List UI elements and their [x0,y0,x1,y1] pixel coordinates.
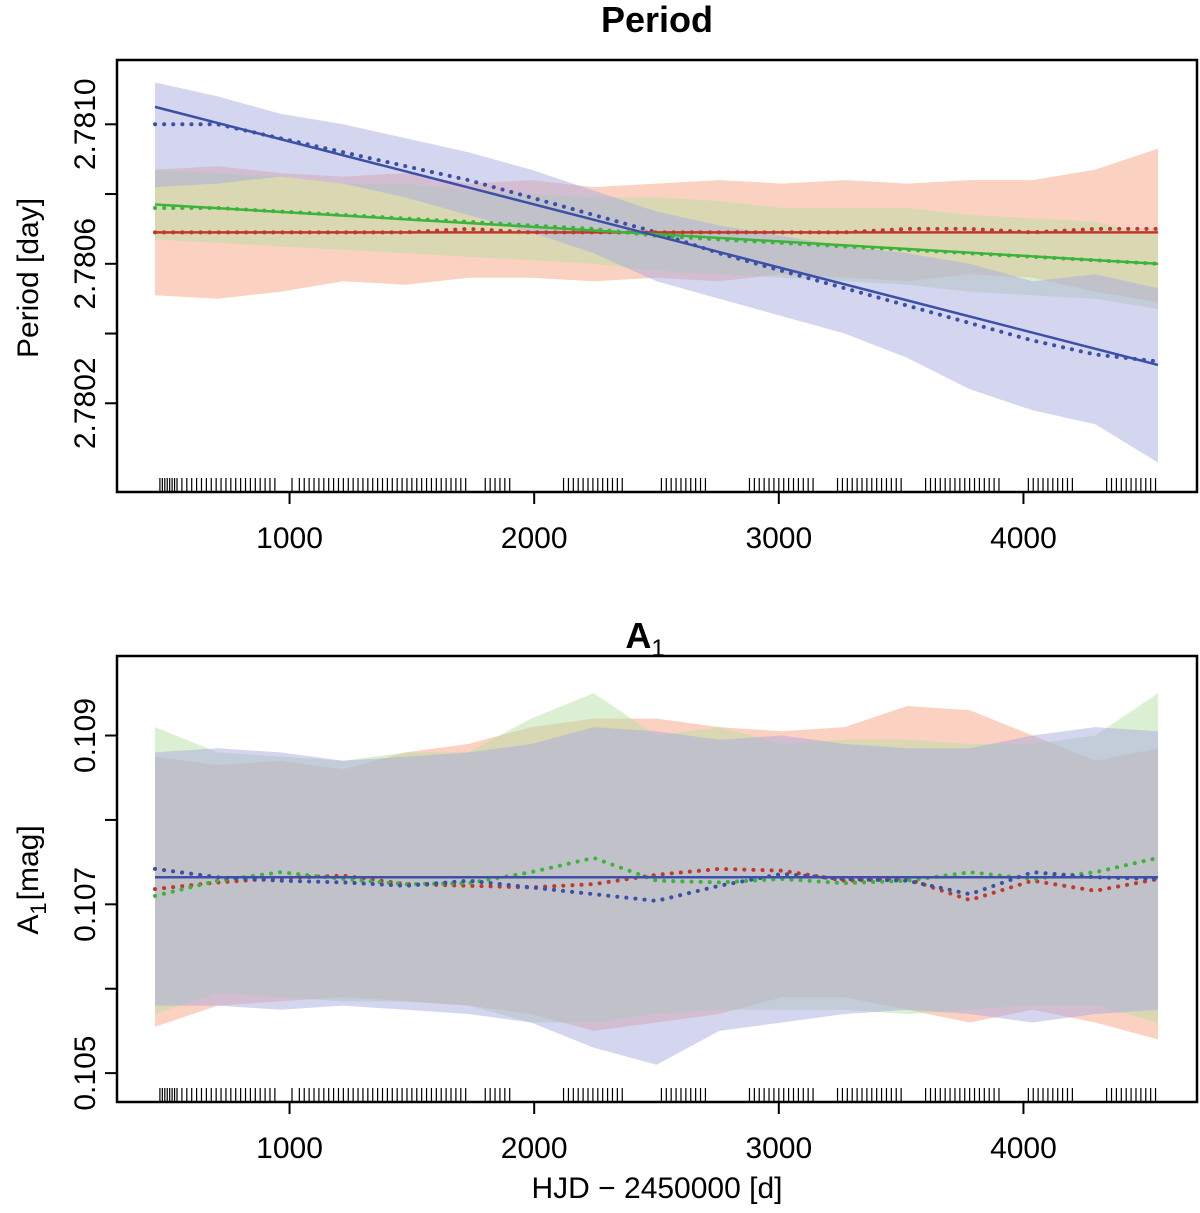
amplitude-title-subscript: 1 [651,635,664,662]
amplitude-x-tick-label: 3000 [745,1132,812,1165]
amplitude-plot-frame [115,654,1199,1104]
amplitude-rug [159,1088,1157,1101]
period-y-tick-label: 2.7802 [69,357,102,449]
period-fit-green [154,203,1159,266]
amplitude-y-label-main: A [12,915,45,935]
amplitude-x-tick-label: 4000 [990,1132,1057,1165]
period-lines [153,105,1160,367]
amplitude-y-tick-label: 0.107 [69,867,102,942]
period-x-tick-label: 2000 [501,522,568,555]
period-band-blue [155,82,1158,463]
amplitude-dotted-green [153,855,1160,898]
amplitude-y-tick-label: 0.105 [69,1036,102,1111]
amplitude-lines [153,855,1160,903]
amplitude-y-label-subscript: 1 [26,902,51,914]
period-y-axis: 2.7802 2.7806 2.7810 [69,78,117,449]
period-title: Period [601,0,713,40]
amplitude-x-tick-label: 1000 [256,1132,323,1165]
amplitude-title-main: A [625,615,651,656]
amplitude-y-tick-label: 0.109 [69,698,102,773]
period-bands [155,82,1158,463]
amplitude-bands [155,693,1158,1065]
amplitude-y-label-unit: [mag] [12,825,45,900]
period-x-tick-label: 3000 [745,522,812,555]
period-rug [159,478,1157,491]
amplitude-x-axis: 1000 2000 3000 4000 [256,1102,1057,1165]
amplitude-y-label: A1 [mag] [12,825,51,934]
amplitude-x-label: HJD − 2450000 [d] [531,1172,782,1205]
period-plot-frame [115,58,1199,494]
amplitude-x-tick-label: 2000 [501,1132,568,1165]
period-y-tick-label: 2.7810 [69,78,102,170]
amplitude-band-blue [155,727,1158,1065]
period-x-tick-label: 4000 [990,522,1057,555]
period-dotted-blue [153,122,1160,364]
period-y-tick-label: 2.7806 [69,218,102,310]
period-panel: Period 1000 2000 3000 4000 2.78022.78062.78… [12,0,1199,555]
period-x-axis: 1000 2000 3000 4000 [256,492,1057,555]
period-x-tick-label: 1000 [256,522,323,555]
period-y-label: Period [day] [12,198,45,358]
period-fit-blue [154,105,1159,367]
amplitude-y-axis: 0.105 0.107 0.109 [69,698,117,1111]
